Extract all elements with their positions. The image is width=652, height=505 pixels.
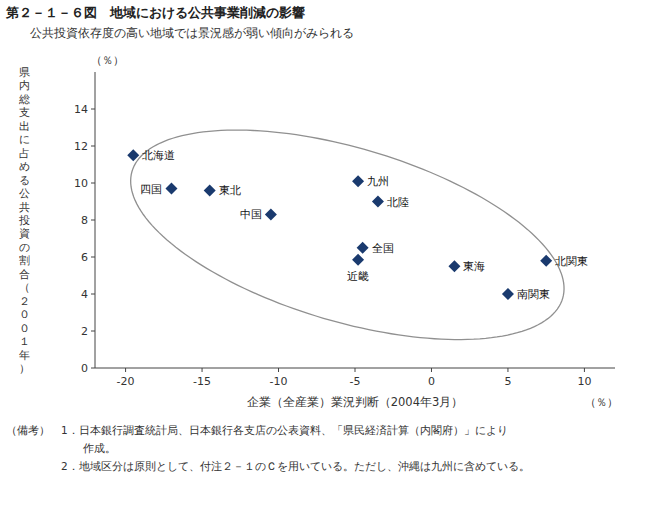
- y-label-char: 支: [19, 106, 30, 119]
- y-label-char: ０: [19, 308, 30, 321]
- y-label-char: る: [19, 174, 30, 187]
- y-label-char: 合: [19, 268, 30, 281]
- point: [127, 149, 139, 161]
- y-label-char: 投: [18, 214, 30, 227]
- y-label-char: 占: [19, 147, 30, 160]
- y-tick-label: 12: [74, 140, 88, 153]
- y-tick-label: 8: [81, 214, 88, 227]
- point-label: 北陸: [387, 196, 409, 209]
- x-tick: [507, 368, 508, 372]
- y-label-char: 割: [19, 254, 30, 267]
- x-tick-label: 5: [504, 375, 511, 388]
- y-tick-label: 0: [81, 362, 88, 375]
- y-label-char: の: [19, 241, 30, 254]
- point-labels: 北海道四国 東北中国 九州北陸全国近畿 東海 北関東南関東: [140, 149, 588, 301]
- point-label: 南関東: [517, 288, 550, 301]
- x-tick: [431, 368, 432, 372]
- point-label: 北関東: [555, 255, 588, 268]
- x-tick-label: -5: [350, 375, 361, 388]
- x-tick-label: -20: [117, 375, 135, 388]
- point: [352, 254, 364, 266]
- y-tick-label: 6: [81, 251, 88, 264]
- x-tick: [202, 368, 203, 372]
- x-tick-label: -15: [193, 375, 211, 388]
- y-label-char: 内: [19, 79, 30, 92]
- point: [448, 260, 460, 272]
- x-tick-label: 0: [428, 375, 435, 388]
- point-label: 北海道: [142, 149, 175, 162]
- footnote: 2．地域区分は原則として、付注２－１のＣを用いている。ただし、沖縄は九州に含めて…: [6, 460, 530, 472]
- subtitle: 公共投資依存度の高い地域では景況感が弱い傾向がみられる: [6, 26, 354, 40]
- point-label: 東北: [219, 184, 241, 197]
- y-label-char: 公: [19, 187, 30, 200]
- footnote: 作成。: [6, 442, 116, 454]
- x-tick: [584, 368, 585, 372]
- point: [204, 184, 216, 196]
- y-label-char: 年: [19, 349, 30, 362]
- y-label-char: 出: [19, 120, 30, 133]
- y-label-char: ）: [19, 362, 30, 375]
- y-label-char: 総: [18, 93, 30, 106]
- point: [357, 242, 369, 254]
- x-label: 企業（全産業）業況判断（2004年3月）: [247, 395, 464, 409]
- x-tick: [125, 368, 126, 372]
- y-unit: （％）: [91, 54, 124, 67]
- x-tick-label: -10: [270, 375, 288, 388]
- y-label-char: に: [19, 133, 30, 146]
- y-tick: [91, 183, 95, 184]
- chart: 第２－１－６図 地域における公共事業削減の影響 公共投資依存度の高い地域では景況…: [0, 0, 652, 505]
- x-tick: [355, 368, 356, 372]
- point-label: 近畿: [347, 270, 369, 283]
- y-label-char: （: [19, 281, 30, 294]
- y-tick-label: 2: [81, 325, 88, 338]
- y-tick: [91, 220, 95, 221]
- footnote: （備考） 1．日本銀行調査統計局、日本銀行各支店の公表資料、「県民経済計算（内閣…: [6, 424, 508, 436]
- title: 第２－１－６図 地域における公共事業削減の影響: [5, 5, 305, 20]
- ellipse: [131, 130, 564, 339]
- point-label: 全国: [372, 242, 394, 255]
- plot-marks: [127, 130, 564, 339]
- point: [265, 208, 277, 220]
- point-label: 東海: [463, 260, 485, 273]
- y-label-char: 共: [19, 201, 30, 214]
- point-label: 中国: [240, 208, 262, 221]
- y-label-char: 資: [19, 227, 30, 240]
- y-tick: [91, 257, 95, 258]
- point: [372, 196, 384, 208]
- point: [352, 175, 364, 187]
- point: [540, 255, 552, 267]
- y-label-char: １: [19, 335, 30, 348]
- y-tick: [91, 331, 95, 332]
- x-tick: [278, 368, 279, 372]
- point: [502, 288, 514, 300]
- y-label: 県内総支出に占める公共投資の割合（２００１年）: [18, 66, 30, 375]
- x-unit: （％）: [585, 396, 618, 409]
- y-label-char: 県: [19, 66, 30, 79]
- x-tick-label: 10: [577, 375, 591, 388]
- y-tick-label: 4: [81, 288, 88, 301]
- y-tick: [91, 146, 95, 147]
- point: [165, 183, 177, 195]
- y-label-char: ０: [19, 322, 30, 335]
- y-tick: [91, 294, 95, 295]
- y-tick-label: 14: [74, 103, 88, 116]
- y-tick: [91, 368, 95, 369]
- point-label: 四国: [140, 183, 162, 196]
- point-label: 九州: [367, 175, 389, 188]
- y-label-char: め: [19, 160, 30, 173]
- y-label-char: ２: [19, 295, 30, 308]
- y-tick-label: 10: [74, 177, 88, 190]
- y-tick: [91, 109, 95, 110]
